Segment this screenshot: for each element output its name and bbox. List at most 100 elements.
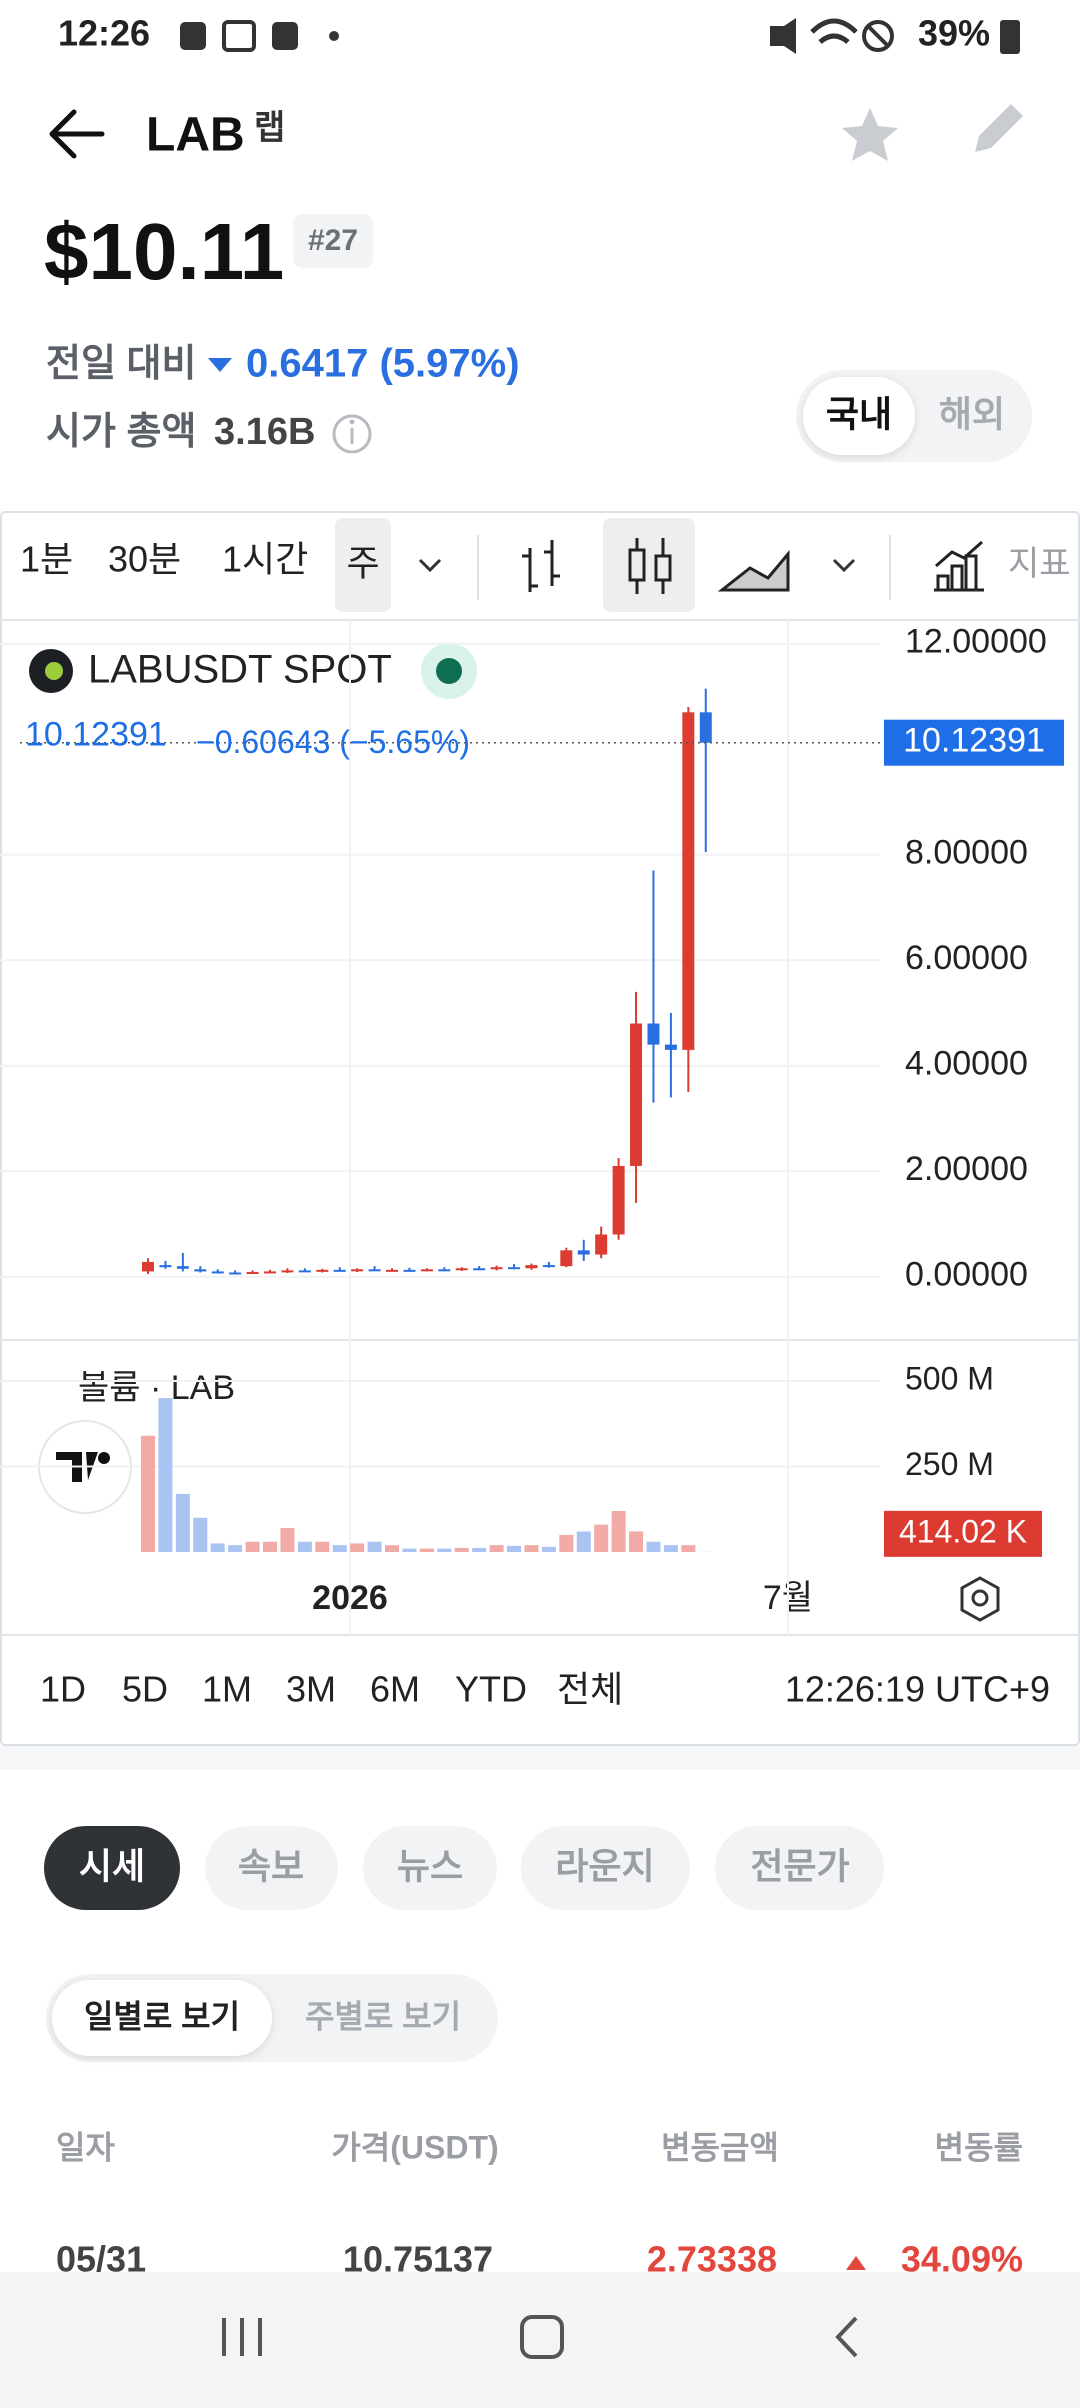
volume-bar [541,1546,556,1552]
interval[interactable]: 30분 [108,539,181,580]
chart: 12.00000 8.00000 6.00000 4.00000 2.00000 0.00… [0,620,1064,1635]
back-button[interactable] [49,109,105,159]
edit-button[interactable] [975,104,1023,152]
y-tick-label: 2.00000 [905,1150,1028,1188]
indicators-icon[interactable] [934,540,984,592]
area-chart-button[interactable] [717,549,790,592]
range-button[interactable]: 1D [40,1669,86,1710]
volume-bar [367,1541,382,1552]
range-button[interactable]: 6M [370,1669,420,1710]
candle-body [420,1269,433,1272]
favorite-button[interactable] [842,108,898,161]
y-tick-label: 6.00000 [905,939,1028,977]
volume-bar [472,1547,487,1552]
volume-bar [245,1541,260,1552]
tab[interactable]: 뉴스 [397,1846,463,1887]
interval[interactable]: 1시간 [222,539,308,580]
candle-body [577,1250,590,1255]
nav-back[interactable] [835,2316,858,2358]
change-label: 전일 대비 [46,343,196,385]
tab[interactable]: 속보 [238,1846,304,1887]
view-toggle-active[interactable] [52,1980,272,2056]
interval-active[interactable] [335,518,391,612]
volume-bar [681,1545,696,1552]
status-dot [436,658,462,684]
table-header: 변동률 [935,2129,1023,2165]
volume-bar [228,1545,243,1552]
candle-icon [628,538,672,594]
candle-body [647,1023,660,1045]
volume-bar [175,1493,190,1552]
current-price: $10.11 [44,207,284,296]
tab-bg[interactable] [205,1826,338,1910]
tab[interactable]: 라운지 [555,1846,654,1887]
tab[interactable]: 시세 [79,1846,145,1887]
volume-bar [437,1548,452,1552]
indicators-label[interactable]: 지표 [1008,545,1071,583]
rank: #27 [308,224,358,257]
market-overseas[interactable]: 해외 [939,394,1005,435]
volume-bar [454,1547,469,1552]
candle-body [264,1271,277,1274]
settings-button[interactable] [960,1576,1000,1622]
interval-dropdown[interactable] [418,558,442,573]
interval[interactable]: 주 [346,543,379,584]
clock: 12:26:19 UTC+9 [785,1669,1050,1710]
volume-bar [663,1545,678,1552]
volume-bar [611,1510,626,1552]
chart-type-dropdown[interactable] [832,558,856,573]
tab[interactable]: 전문가 [750,1846,849,1887]
market-toggle-active[interactable] [803,377,915,455]
candle-button-active[interactable] [603,518,695,612]
tab-bg[interactable] [521,1826,690,1910]
rank-badge [293,214,373,268]
volume-bar [385,1545,400,1552]
interval[interactable]: 1분 [20,539,73,580]
candle-body [612,1165,625,1235]
nav-recent[interactable] [222,2318,262,2356]
volume-bar [419,1548,434,1552]
candle-body [525,1265,538,1269]
volume-bar [559,1534,574,1552]
range-button[interactable]: 5D [122,1669,168,1710]
candle-body [630,1023,643,1166]
candle-body [682,712,695,1050]
legend-price: 10.12391 [25,716,167,754]
table-header: 가격(USDT) [331,2129,498,2165]
volume-bar [315,1541,330,1552]
status-icons [180,18,1020,54]
volume-bar [141,1435,155,1552]
candle-body [142,1261,154,1272]
volume-last-box [884,1510,1042,1557]
candle-body [333,1269,346,1272]
candle-body [159,1265,172,1268]
volume-bar [507,1545,522,1552]
candle-body [490,1267,503,1270]
tab-bg[interactable] [715,1826,884,1910]
range-button[interactable]: YTD [455,1669,527,1710]
chart-symbol: LABUSDT SPOT [88,648,392,692]
view-weekly[interactable]: 주별로 보기 [305,1998,461,2034]
range-button[interactable]: 3M [286,1669,336,1710]
tab-active[interactable] [44,1826,180,1910]
view-daily[interactable]: 일별로 보기 [84,1998,240,2034]
volume-bar [280,1528,295,1552]
candle-body [595,1234,608,1255]
nav-home[interactable] [520,2315,564,2359]
table-header: 일자 [56,2129,115,2165]
volume-bar [297,1541,312,1552]
tab-bg[interactable] [363,1826,497,1910]
info-icon[interactable] [332,414,372,454]
volume-bar [350,1543,365,1552]
volume-bar [193,1517,208,1552]
coin-logo-mark [45,662,63,680]
chart-widget [0,511,1080,1746]
market-domestic[interactable]: 국내 [826,394,892,435]
range-button[interactable]: 1M [202,1669,252,1710]
candle-body [508,1267,521,1270]
candle-body [699,712,712,743]
volume-tick-label: 500 M [905,1360,994,1396]
bar-chart-button[interactable] [522,540,560,592]
range-button[interactable]: 전체 [557,1669,623,1710]
